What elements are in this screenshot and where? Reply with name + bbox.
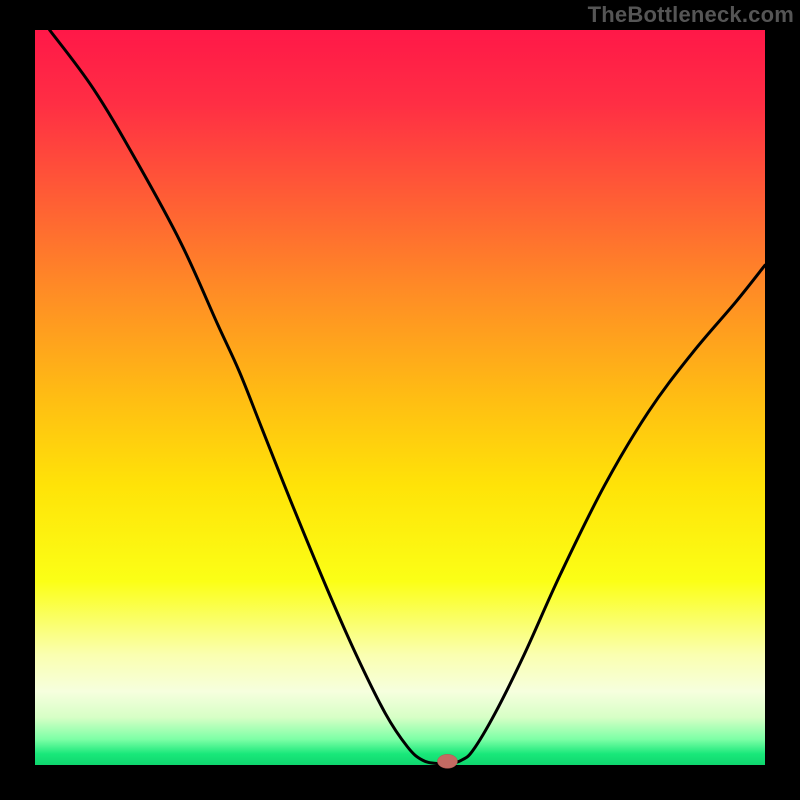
- frame-left: [0, 0, 35, 800]
- frame-bottom: [0, 765, 800, 800]
- chart-svg: [0, 0, 800, 800]
- watermark-text: TheBottleneck.com: [588, 2, 794, 28]
- frame-right: [765, 0, 800, 800]
- plot-background: [35, 30, 765, 765]
- bottleneck-chart: TheBottleneck.com: [0, 0, 800, 800]
- optimal-marker: [437, 754, 457, 768]
